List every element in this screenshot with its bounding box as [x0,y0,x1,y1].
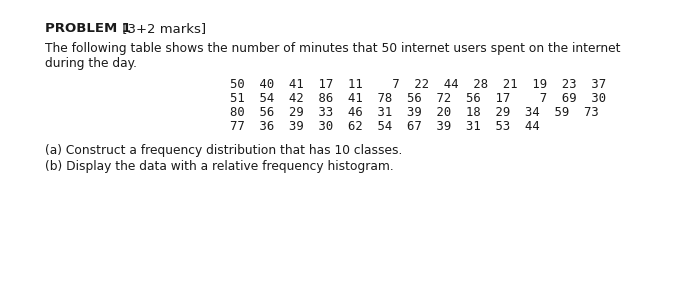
Text: [3+2 marks]: [3+2 marks] [118,22,206,35]
Text: (b) Display the data with a relative frequency histogram.: (b) Display the data with a relative fre… [45,160,393,173]
Text: 77  36  39  30  62  54  67  39  31  53  44: 77 36 39 30 62 54 67 39 31 53 44 [230,120,540,133]
Text: The following table shows the number of minutes that 50 internet users spent on : The following table shows the number of … [45,42,620,55]
Text: during the day.: during the day. [45,57,137,70]
Text: 80  56  29  33  46  31  39  20  18  29  34  59  73: 80 56 29 33 46 31 39 20 18 29 34 59 73 [230,106,598,119]
Text: PROBLEM 1: PROBLEM 1 [45,22,131,35]
Text: (a) Construct a frequency distribution that has 10 classes.: (a) Construct a frequency distribution t… [45,144,402,157]
Text: 50  40  41  17  11    7  22  44  28  21  19  23  37: 50 40 41 17 11 7 22 44 28 21 19 23 37 [230,78,606,91]
Text: 51  54  42  86  41  78  56  72  56  17    7  69  30: 51 54 42 86 41 78 56 72 56 17 7 69 30 [230,92,606,105]
